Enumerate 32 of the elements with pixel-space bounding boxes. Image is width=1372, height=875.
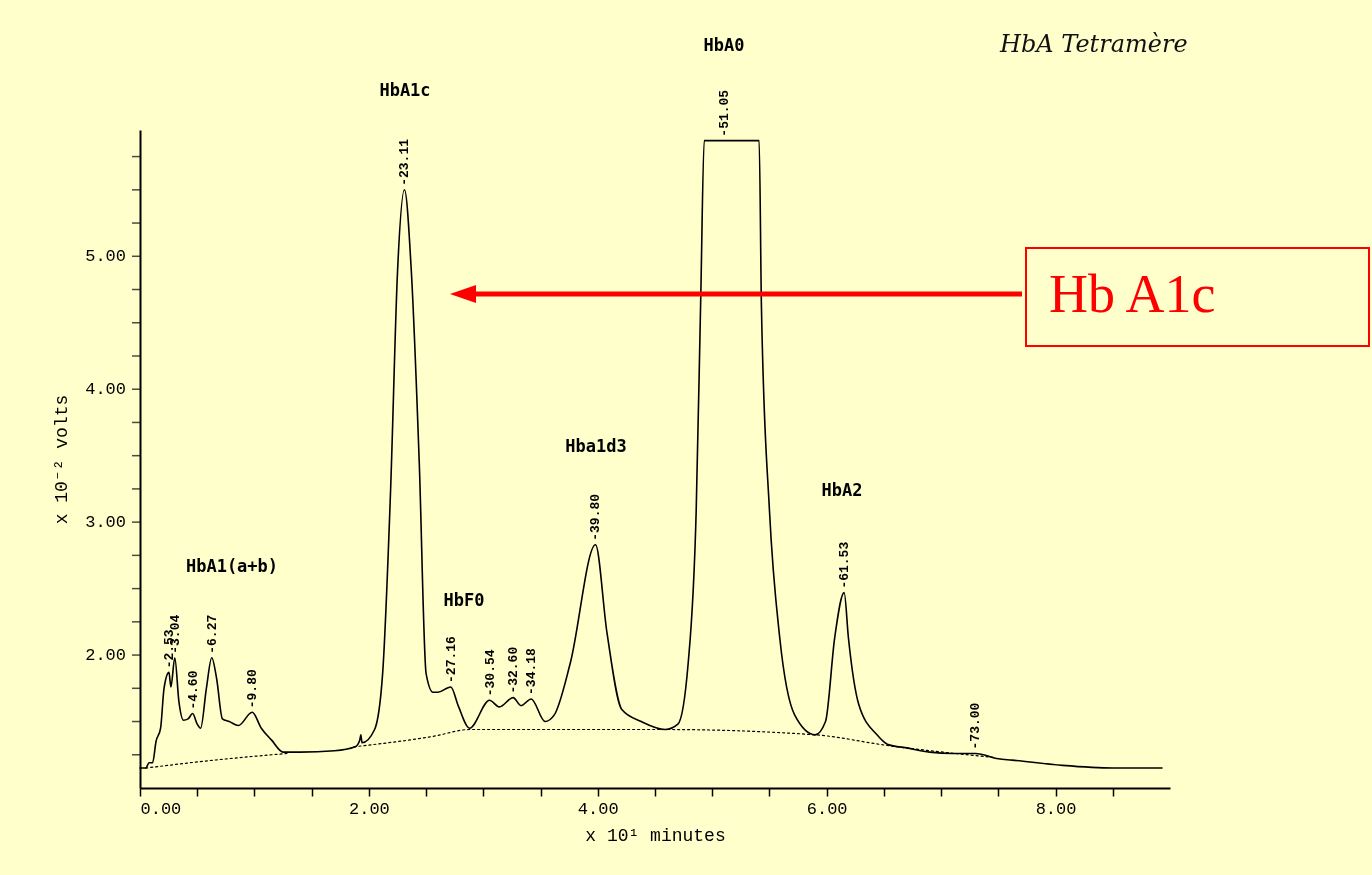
annotation: -61.53	[837, 541, 853, 589]
annotation: -34.18	[524, 647, 540, 695]
y-axis-title: x 10⁻² volts	[51, 394, 72, 525]
annotation: -51.05	[717, 89, 733, 137]
y-tick-label: 5.00	[85, 247, 126, 267]
y-tick-label: 4.00	[85, 380, 126, 400]
annotation: -23.11	[397, 138, 413, 186]
text-box: Hb A1c	[1025, 247, 1370, 347]
annotation: -39.80	[588, 493, 604, 541]
text: HbA1c	[379, 80, 431, 100]
annotation: HbA1(a+b)	[185, 556, 279, 576]
annotation: -30.54	[482, 649, 498, 697]
y-tick-label: 3.00	[85, 513, 126, 533]
text: HbA0	[703, 35, 745, 55]
text: HbA Tetramère	[1000, 30, 1188, 58]
annotation: -73.00	[968, 702, 984, 750]
x-tick-label: 2.00	[348, 799, 390, 819]
annotation: -27.16	[443, 635, 459, 683]
annotation: -32.60	[506, 646, 522, 694]
annotation: -9.80	[245, 669, 261, 709]
x-axis-title: x 10¹ minutes	[585, 825, 726, 846]
annotation: -4.60	[185, 670, 201, 710]
x-tick-label: 4.00	[577, 799, 619, 819]
annotation: HbA2	[821, 480, 863, 500]
y-tick-label: 2.00	[85, 646, 126, 666]
annotation: Hb A1c	[1049, 263, 1216, 325]
annotation: -6.27	[204, 614, 220, 654]
x-tick-label: 8.00	[1035, 799, 1077, 819]
annotation: Hba1d3	[565, 436, 627, 456]
annotation: HbF0	[443, 590, 485, 610]
x-tick-label: 0.00	[140, 799, 182, 819]
x-tick-label: 6.00	[806, 799, 848, 819]
